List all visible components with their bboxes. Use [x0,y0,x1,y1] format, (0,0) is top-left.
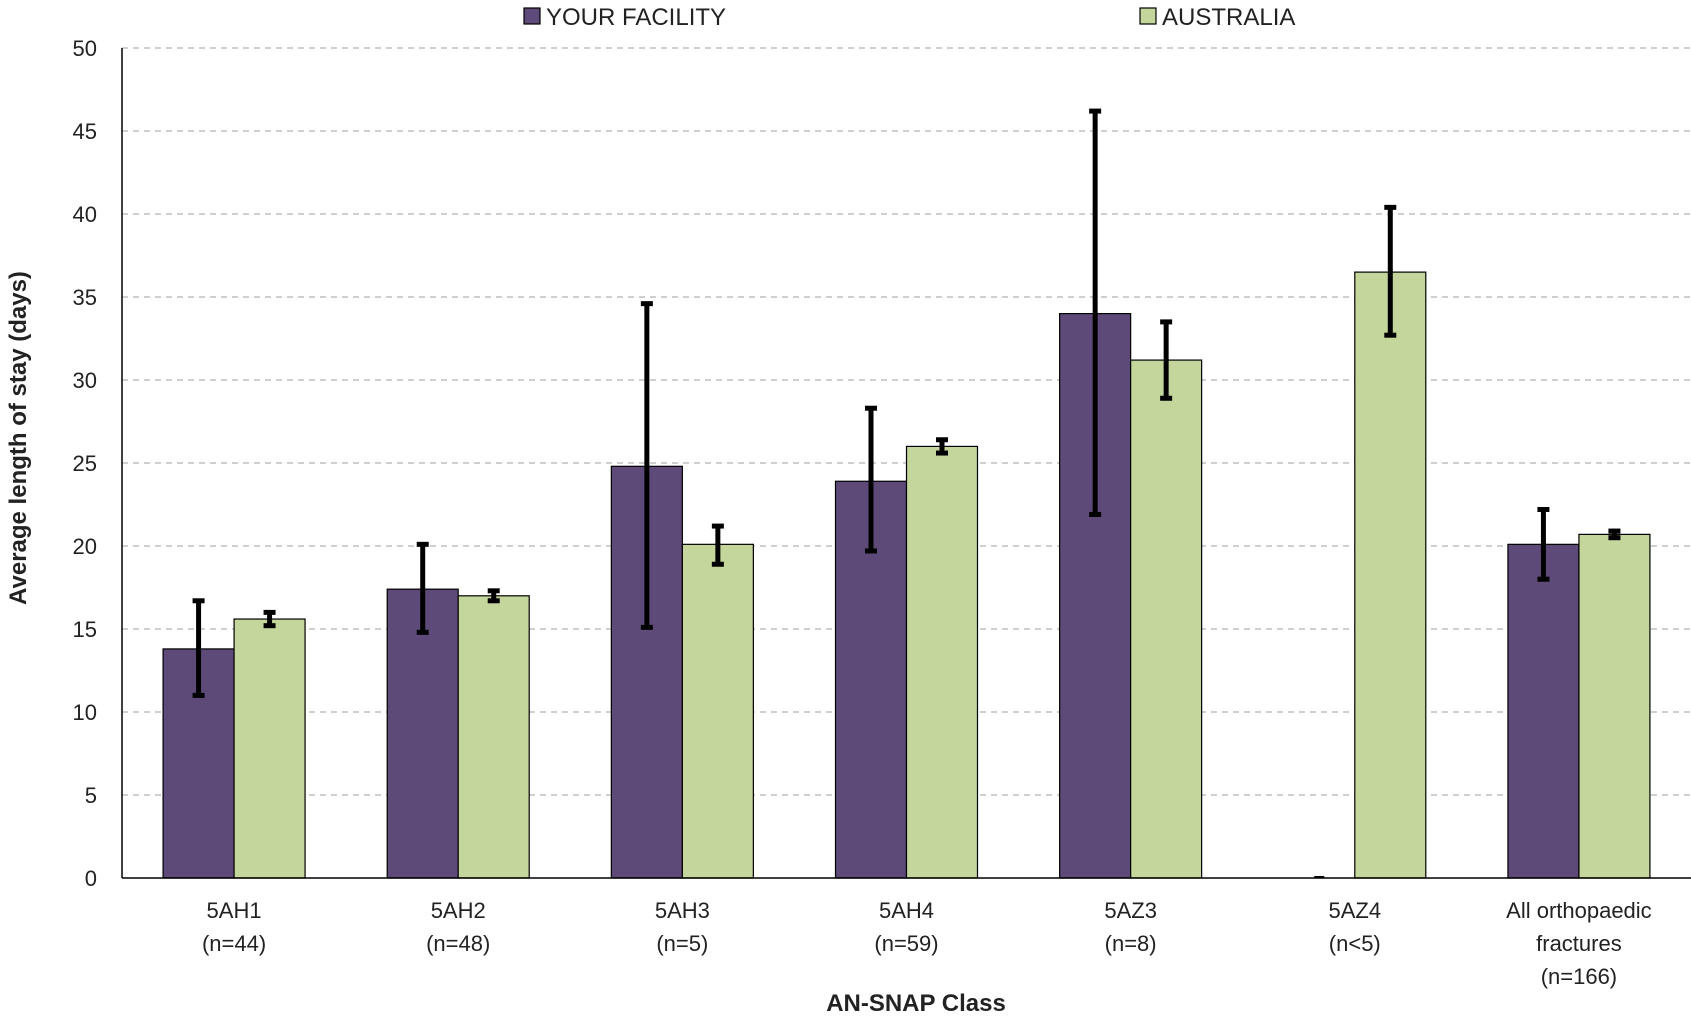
error-bar [1608,528,1621,541]
y-tick-label: 50 [73,36,97,61]
x-tick-label: 5AZ4 [1328,898,1381,923]
y-tick-label: 40 [73,202,97,227]
y-tick-label: 15 [73,617,97,642]
x-tick-label: (n=166) [1541,964,1617,989]
x-tick-label: 5AH1 [207,898,262,923]
x-tick-label: (n=8) [1105,931,1157,956]
error-bar [936,437,948,456]
y-axis-title: Average length of stay (days) [5,271,32,605]
error-bar [1160,319,1173,401]
error-bar [263,609,276,629]
x-tick-label: (n<5) [1329,931,1381,956]
x-tick-label: (n=44) [202,931,266,956]
bar [905,445,979,879]
y-tick-label: 20 [73,534,97,559]
x-tick-label: 5AH2 [431,898,486,923]
error-bar [416,541,429,635]
x-tick-label: (n=5) [656,931,708,956]
bar [457,595,530,879]
x-tick-label: (n=48) [426,931,490,956]
y-tick-label: 0 [85,866,97,891]
bar [233,618,306,879]
legend-swatch-your-facility [523,7,541,25]
tick-labels: 0 5 10 15 20 25 30 35 40 45 50 5AH1 (n=44) 5AH2 (n=48)… [73,36,1652,989]
bar [1578,533,1651,879]
bar [1354,271,1427,879]
error-bar [192,598,205,698]
error-bar [711,523,724,567]
y-tick-label: 5 [85,783,97,808]
legend-label-your-facility: YOUR FACILITY [546,4,726,31]
error-bar [1384,204,1397,338]
legend: YOUR FACILITY AUSTRALIA [523,4,1295,31]
y-tick-label: 10 [73,700,97,725]
bar [1130,359,1203,879]
x-tick-label: (n=59) [874,931,938,956]
axes [121,48,1691,879]
error-bar [1537,506,1550,582]
legend-label-australia: AUSTRALIA [1162,4,1295,31]
x-tick-label: 5AH4 [879,898,934,923]
legend-swatch-australia [1139,7,1157,25]
y-tick-label: 45 [73,119,97,144]
x-tick-label: 5AZ3 [1104,898,1157,923]
bar [1507,543,1580,879]
error-bar [1089,108,1102,517]
bars [162,271,1651,879]
x-tick-label: All orthopaedic [1506,898,1652,923]
y-tick-label: 25 [73,451,97,476]
x-axis-title: AN-SNAP Class [826,990,1006,1017]
x-tick-label: fractures [1536,931,1622,956]
x-tick-label: 5AH3 [655,898,710,923]
y-tick-label: 35 [73,285,97,310]
error-bar [640,301,653,630]
bar [681,543,754,879]
y-tick-label: 30 [73,368,97,393]
error-bar [865,405,877,554]
error-bars [192,108,1621,698]
error-bar [487,588,500,604]
